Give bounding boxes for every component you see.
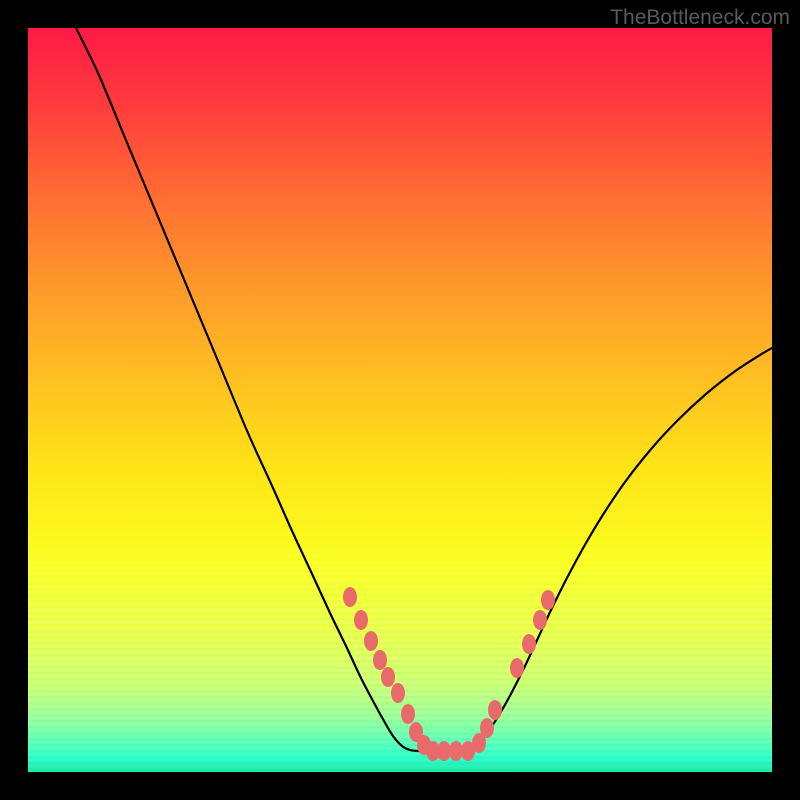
chart-curves xyxy=(28,28,772,772)
bottleneck-curve xyxy=(76,28,772,751)
plot-area xyxy=(28,28,772,772)
curve-markers xyxy=(343,587,555,761)
watermark-text: TheBottleneck.com xyxy=(610,6,790,30)
